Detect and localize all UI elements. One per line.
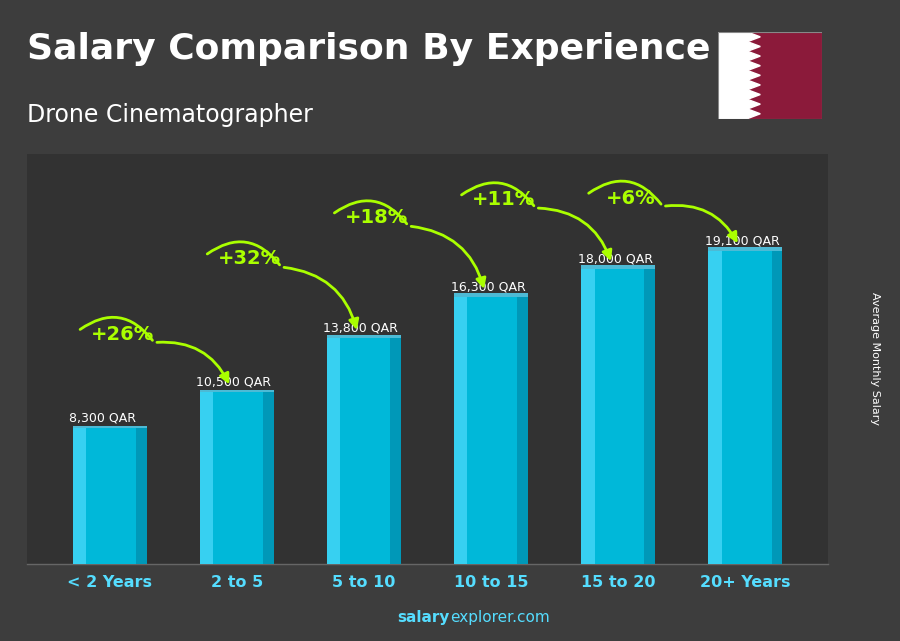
Polygon shape: [748, 71, 760, 80]
FancyBboxPatch shape: [327, 338, 400, 564]
FancyBboxPatch shape: [200, 392, 213, 564]
FancyBboxPatch shape: [327, 338, 340, 564]
FancyBboxPatch shape: [708, 251, 722, 564]
Polygon shape: [581, 265, 655, 269]
Polygon shape: [748, 32, 760, 42]
Text: explorer.com: explorer.com: [450, 610, 550, 625]
Text: 10,500 QAR: 10,500 QAR: [196, 376, 271, 388]
Text: Drone Cinematographer: Drone Cinematographer: [27, 103, 313, 126]
FancyBboxPatch shape: [200, 392, 274, 564]
Polygon shape: [748, 109, 760, 119]
Text: 13,800 QAR: 13,800 QAR: [323, 321, 398, 335]
Polygon shape: [748, 61, 760, 71]
FancyBboxPatch shape: [454, 297, 528, 564]
Polygon shape: [708, 247, 782, 251]
Polygon shape: [73, 426, 147, 428]
Text: +32%: +32%: [218, 249, 281, 269]
Bar: [748, 32, 822, 119]
FancyBboxPatch shape: [73, 428, 86, 564]
FancyBboxPatch shape: [581, 269, 655, 564]
Text: 18,000 QAR: 18,000 QAR: [578, 253, 652, 265]
Text: 16,300 QAR: 16,300 QAR: [451, 280, 526, 294]
FancyBboxPatch shape: [518, 297, 528, 564]
Text: +11%: +11%: [472, 190, 536, 210]
FancyBboxPatch shape: [581, 269, 595, 564]
Bar: [718, 32, 748, 119]
Polygon shape: [748, 51, 760, 61]
Text: 8,300 QAR: 8,300 QAR: [69, 412, 136, 424]
Text: +26%: +26%: [91, 325, 154, 344]
FancyBboxPatch shape: [136, 428, 147, 564]
Text: Average Monthly Salary: Average Monthly Salary: [869, 292, 880, 426]
FancyBboxPatch shape: [391, 338, 401, 564]
FancyBboxPatch shape: [708, 251, 782, 564]
Polygon shape: [454, 294, 528, 297]
FancyBboxPatch shape: [263, 392, 274, 564]
FancyBboxPatch shape: [644, 269, 655, 564]
Text: 19,100 QAR: 19,100 QAR: [705, 235, 779, 247]
FancyBboxPatch shape: [454, 297, 467, 564]
Polygon shape: [748, 99, 760, 109]
Text: salary: salary: [398, 610, 450, 625]
Polygon shape: [748, 90, 760, 99]
Text: Salary Comparison By Experience: Salary Comparison By Experience: [27, 32, 710, 66]
Polygon shape: [327, 335, 400, 338]
Polygon shape: [748, 80, 760, 90]
Text: +18%: +18%: [345, 208, 409, 228]
Text: +6%: +6%: [606, 188, 656, 208]
FancyBboxPatch shape: [771, 251, 782, 564]
Polygon shape: [748, 42, 760, 51]
FancyBboxPatch shape: [73, 428, 147, 564]
Polygon shape: [200, 390, 274, 392]
